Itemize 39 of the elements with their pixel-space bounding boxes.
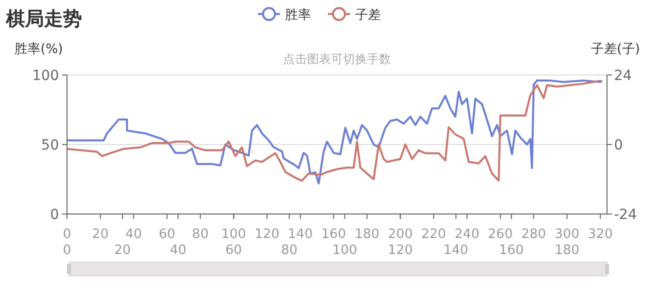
x2-tick-label: 160 [499, 243, 524, 258]
x-tick-label: 240 [454, 227, 480, 242]
x-tick-label: 40 [125, 227, 142, 242]
y-tick-label: 100 [32, 68, 59, 84]
x-tick-label: 180 [354, 227, 380, 242]
x2-tick-label: 20 [114, 243, 131, 258]
x2-tick-label: 120 [388, 243, 413, 258]
x-tick-label: 160 [321, 227, 346, 242]
chart-title: 棋局走势 [5, 8, 82, 30]
y2-axis-title: 子差(子) [590, 42, 640, 57]
x2-tick-label: 0 [62, 243, 72, 258]
x-tick-label: 200 [388, 227, 413, 242]
y2-tick-label: 0 [614, 138, 623, 154]
x-tick-label: 260 [488, 227, 513, 242]
x2-tick-label: 140 [443, 243, 468, 258]
x-tick-label: 300 [554, 227, 580, 242]
x-tick-label: 20 [92, 227, 109, 242]
x-tick-label: 100 [221, 227, 246, 242]
x-tick-label: 60 [158, 227, 176, 242]
x-tick-label: 140 [288, 227, 313, 242]
y-axis-title: 胜率(%) [14, 41, 63, 57]
x2-tick-label: 40 [170, 243, 186, 258]
y2-tick-label: -24 [614, 207, 637, 223]
chart-subtitle: 点击图表可切换手数 [283, 52, 391, 66]
x-tick-label: 280 [521, 227, 546, 242]
x-tick-label: 220 [421, 227, 446, 242]
y-tick-label: 0 [50, 207, 59, 223]
x2-tick-label: 80 [280, 243, 298, 258]
x-tick-label: 320 [588, 227, 613, 242]
x-tick-label: 0 [62, 227, 72, 242]
x2-tick-label: 60 [225, 243, 242, 258]
y2-tick-label: 24 [614, 68, 632, 84]
x-tick-label: 80 [192, 227, 209, 242]
x2-tick-label: 100 [332, 243, 358, 258]
x2-tick-label: 180 [554, 243, 580, 258]
y-tick-label: 50 [41, 138, 59, 154]
x-tick-label: 120 [254, 227, 280, 242]
legend-label: 子差 [355, 8, 381, 23]
legend-label: 胜率 [285, 7, 311, 23]
